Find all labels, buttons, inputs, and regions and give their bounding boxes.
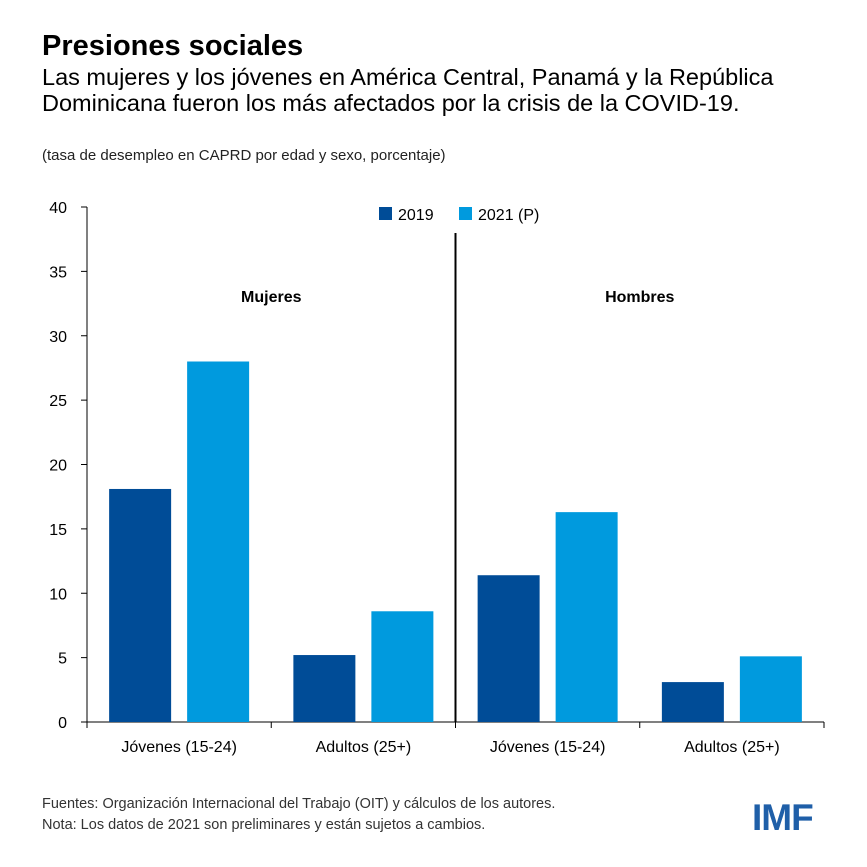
footer-note: Nota: Los datos de 2021 son preliminares… [42, 817, 486, 833]
y-tick-label: 15 [49, 522, 67, 539]
x-tick-label: Jóvenes (15-24) [121, 739, 237, 756]
legend-label: 2021 (P) [478, 207, 539, 224]
legend-swatch-2019 [379, 207, 392, 220]
bar-2021 [555, 512, 618, 722]
group-label: Mujeres [241, 289, 302, 306]
y-tick-label: 25 [49, 393, 67, 410]
y-tick-label: 30 [49, 329, 67, 346]
bar-2019 [661, 682, 724, 722]
legend-swatch-2021 [459, 207, 472, 220]
x-tick-label: Adultos (25+) [316, 739, 412, 756]
y-tick-label: 5 [58, 651, 67, 668]
bar-2021 [371, 611, 434, 722]
x-tick-label: Adultos (25+) [684, 739, 780, 756]
bar-2019 [109, 488, 172, 722]
footer: Fuentes: Organización Internacional del … [42, 794, 555, 836]
y-tick-label: 20 [49, 458, 67, 475]
y-tick-label: 40 [49, 200, 67, 217]
y-tick-label: 35 [49, 264, 67, 281]
group-label: Hombres [605, 289, 674, 306]
legend-label: 2019 [398, 207, 434, 224]
y-tick-label: 0 [58, 715, 67, 732]
bar-2019 [293, 655, 356, 722]
y-tick-label: 10 [49, 586, 67, 603]
chart-subtitle: Las mujeres y los jóvenes en América Cen… [42, 64, 774, 116]
footer-source: Fuentes: Organización Internacional del … [42, 796, 556, 812]
bar-2019 [477, 575, 540, 722]
chart-note: (tasa de desempleo en CAPRD por edad y s… [42, 147, 446, 164]
x-tick-label: Jóvenes (15-24) [490, 739, 606, 756]
imf-logo: IMF [752, 797, 814, 838]
bar-2021 [739, 656, 802, 722]
bar-2021 [187, 361, 250, 722]
chart-title: Presiones sociales [42, 30, 304, 62]
